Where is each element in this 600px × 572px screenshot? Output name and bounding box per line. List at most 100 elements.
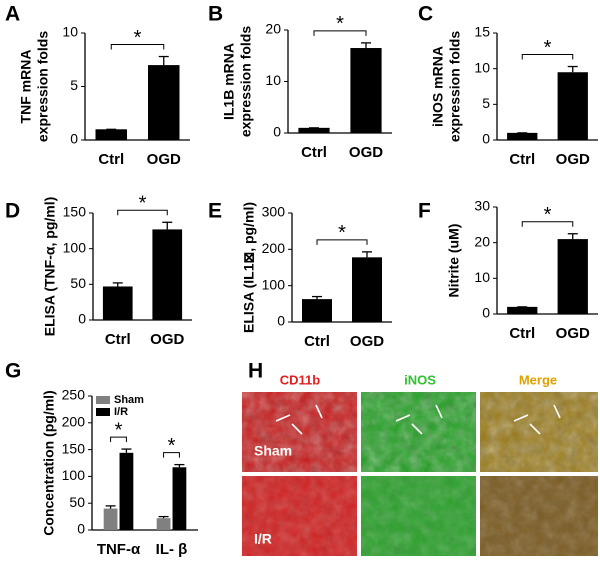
panel-letter: B xyxy=(208,3,223,26)
bar xyxy=(557,72,588,140)
y-axis-label: IL1B mRNA xyxy=(221,43,237,120)
significance-bracket xyxy=(521,221,574,227)
x-tick-label: Ctrl xyxy=(301,144,327,161)
bar xyxy=(172,467,187,530)
y-axis-label: Nitrite (uM) xyxy=(446,224,462,298)
panel-letter: C xyxy=(418,3,433,26)
panel-letter: D xyxy=(5,200,20,223)
bar xyxy=(148,65,180,140)
legend-swatch xyxy=(96,408,110,416)
significance-label: * xyxy=(338,222,346,244)
x-tick-label: OGD xyxy=(147,151,181,168)
significance-bracket xyxy=(163,452,180,458)
micrograph-texture xyxy=(242,476,357,556)
row-label: Sham xyxy=(254,443,292,459)
significance-label: * xyxy=(544,204,552,226)
y-tick-label: 100 xyxy=(63,239,87,255)
significance-bracket xyxy=(117,209,168,216)
x-tick-label: OGD xyxy=(556,325,590,342)
bar xyxy=(103,508,118,530)
x-tick-label: OGD xyxy=(150,331,184,348)
y-tick-label: 0 xyxy=(482,305,490,321)
y-tick-label: 100 xyxy=(62,467,86,483)
y-axis-label: ELISA (TNF-α, pg/ml) xyxy=(42,197,58,337)
column-title: iNOS xyxy=(404,372,436,387)
bar xyxy=(507,306,538,314)
y-tick-label: 150 xyxy=(62,440,86,456)
column-title: Merge xyxy=(519,372,557,387)
significance-bracket xyxy=(313,30,367,36)
significance-label: * xyxy=(544,37,552,59)
y-tick-label: 20 xyxy=(265,21,281,37)
x-tick-label: OGD xyxy=(350,333,384,350)
y-tick-label: 10 xyxy=(265,72,281,88)
significance-bracket xyxy=(110,436,127,443)
x-tick-label: OGD xyxy=(349,144,383,161)
y-tick-label: 50 xyxy=(69,494,85,510)
x-tick-label: Ctrl xyxy=(304,333,330,350)
image-panel: H CD11b iNOS Merge Sham I/R xyxy=(242,360,598,556)
panel-letter: E xyxy=(208,200,222,223)
y-axis-label: expression folds xyxy=(35,31,51,142)
y-tick-label: 50 xyxy=(70,275,86,291)
significance-bracket xyxy=(110,44,165,50)
y-tick-label: 5 xyxy=(482,95,490,111)
bar xyxy=(298,127,330,133)
y-tick-label: 0 xyxy=(273,124,281,140)
bar xyxy=(119,452,134,530)
y-axis-label: expression folds xyxy=(238,26,254,137)
y-tick-label: 10 xyxy=(474,269,490,285)
y-axis-label: expression folds xyxy=(447,31,463,142)
bar xyxy=(350,48,382,133)
micrograph-texture xyxy=(361,476,476,556)
panel-letter: A xyxy=(5,3,20,26)
x-tick-label: IL- β xyxy=(156,541,188,558)
x-tick-label: Ctrl xyxy=(509,151,535,168)
y-axis-label: iNOS mRNA xyxy=(430,46,446,127)
y-tick-label: 0 xyxy=(482,131,490,147)
y-tick-label: 5 xyxy=(70,77,78,93)
y-tick-label: 0 xyxy=(78,311,86,327)
micrograph-texture xyxy=(480,476,598,556)
bar xyxy=(507,132,538,140)
y-tick-label: 0 xyxy=(70,131,78,147)
x-tick-label: Ctrl xyxy=(509,325,535,342)
y-tick-label: 200 xyxy=(262,240,286,256)
y-tick-label: 15 xyxy=(474,24,490,40)
legend-swatch xyxy=(96,396,110,404)
row-label: I/R xyxy=(254,531,272,547)
y-tick-label: 0 xyxy=(77,521,85,537)
significance-label: * xyxy=(168,435,176,457)
significance-bracket xyxy=(521,54,574,60)
y-tick-label: 200 xyxy=(62,414,86,430)
significance-bracket xyxy=(316,239,368,245)
significance-label: * xyxy=(139,193,147,215)
y-tick-label: 10 xyxy=(62,24,78,40)
y-tick-label: 250 xyxy=(62,387,86,403)
y-tick-label: 100 xyxy=(262,276,286,292)
arrows xyxy=(275,404,561,435)
column-title: CD11b xyxy=(280,372,321,387)
x-tick-label: OGD xyxy=(556,151,590,168)
y-tick-label: 300 xyxy=(262,204,286,220)
bar xyxy=(152,229,183,320)
bar xyxy=(156,518,171,530)
bar xyxy=(102,286,133,320)
bar xyxy=(557,239,588,314)
x-tick-label: TNF-α xyxy=(97,541,141,558)
y-axis-label: Concentration (pg/ml) xyxy=(41,390,57,535)
x-tick-label: Ctrl xyxy=(105,331,131,348)
y-axis-label: TNF mRNA xyxy=(18,50,34,124)
significance-label: * xyxy=(115,419,123,441)
y-tick-label: 10 xyxy=(474,59,490,75)
bar xyxy=(95,129,127,140)
panel-letter: F xyxy=(418,200,431,223)
panel-letter: H xyxy=(248,360,263,383)
y-tick-label: 150 xyxy=(63,204,87,220)
y-tick-label: 0 xyxy=(277,313,285,329)
bar xyxy=(302,299,332,322)
y-axis-label: ELISA (IL1⊠, pg/ml) xyxy=(241,202,257,333)
micrograph-texture xyxy=(361,392,476,472)
significance-label: * xyxy=(336,13,344,35)
